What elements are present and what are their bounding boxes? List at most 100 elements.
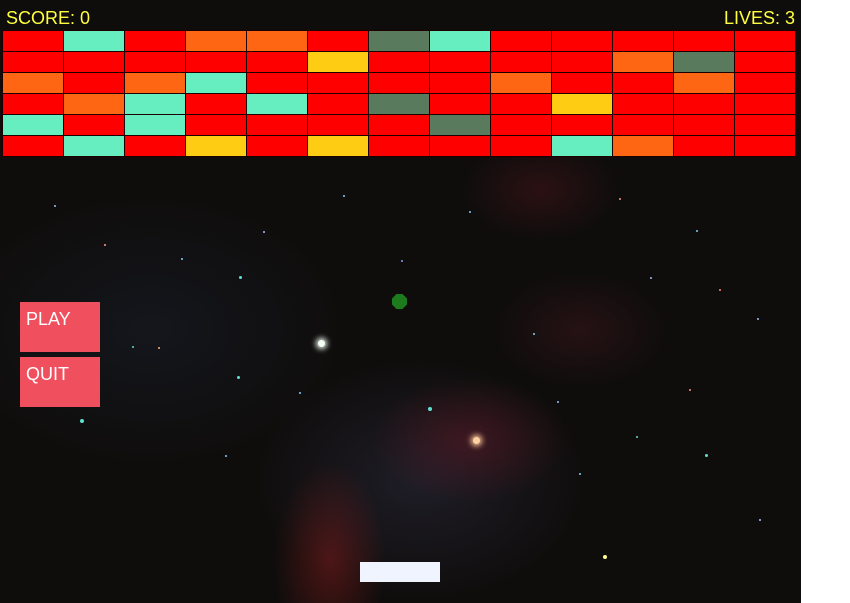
star — [650, 277, 652, 279]
lives-display: LIVES: 3 — [723, 8, 795, 28]
brick — [430, 31, 490, 51]
brick — [369, 73, 429, 93]
brick — [674, 115, 734, 135]
star — [704, 453, 708, 457]
brick — [186, 115, 246, 135]
brick — [186, 52, 246, 72]
brick — [308, 115, 368, 135]
brick — [369, 52, 429, 72]
brick — [491, 73, 551, 93]
brick — [3, 52, 63, 72]
brick — [491, 31, 551, 51]
play-button[interactable]: PLAY — [20, 302, 100, 352]
star — [158, 347, 160, 349]
brick — [125, 94, 185, 114]
brick — [64, 31, 124, 51]
brick — [3, 31, 63, 51]
brick — [308, 136, 368, 156]
brick — [308, 73, 368, 93]
star — [317, 339, 325, 347]
brick — [247, 115, 307, 135]
brick — [552, 115, 612, 135]
star — [636, 436, 638, 438]
star — [759, 519, 761, 521]
star — [299, 392, 301, 394]
brick — [674, 136, 734, 156]
brick — [430, 136, 490, 156]
brick — [491, 136, 551, 156]
brick — [430, 115, 490, 135]
brick — [125, 31, 185, 51]
star — [80, 419, 84, 423]
star — [689, 389, 691, 391]
brick — [674, 73, 734, 93]
brick — [613, 136, 673, 156]
star — [236, 375, 240, 379]
brick — [247, 136, 307, 156]
star — [719, 289, 721, 291]
brick — [552, 94, 612, 114]
brick — [430, 52, 490, 72]
star — [757, 318, 759, 320]
brick — [125, 115, 185, 135]
brick — [247, 52, 307, 72]
brick — [64, 94, 124, 114]
star — [579, 473, 581, 475]
brick-wall — [2, 30, 796, 157]
brick — [674, 31, 734, 51]
star — [428, 407, 432, 411]
brick — [369, 31, 429, 51]
brick — [247, 31, 307, 51]
brick — [369, 94, 429, 114]
brick — [613, 52, 673, 72]
brick — [369, 136, 429, 156]
brick — [125, 52, 185, 72]
brick — [186, 73, 246, 93]
brick — [186, 136, 246, 156]
brick — [674, 52, 734, 72]
star — [343, 195, 345, 197]
brick — [735, 115, 795, 135]
star — [238, 275, 242, 279]
brick — [125, 73, 185, 93]
brick — [3, 94, 63, 114]
brick — [552, 73, 612, 93]
brick — [186, 31, 246, 51]
star — [225, 455, 227, 457]
brick — [308, 31, 368, 51]
brick — [3, 115, 63, 135]
star — [132, 346, 134, 348]
brick — [491, 94, 551, 114]
ball — [392, 294, 407, 309]
brick — [430, 73, 490, 93]
brick — [308, 52, 368, 72]
brick — [491, 115, 551, 135]
brick — [369, 115, 429, 135]
brick — [613, 94, 673, 114]
star — [469, 211, 471, 213]
star — [619, 198, 621, 200]
brick — [735, 31, 795, 51]
brick — [64, 73, 124, 93]
quit-button[interactable]: QUIT — [20, 357, 100, 407]
star — [603, 555, 607, 559]
brick — [735, 136, 795, 156]
brick — [125, 136, 185, 156]
star — [263, 231, 265, 233]
star — [696, 230, 698, 232]
brick — [64, 115, 124, 135]
brick — [186, 94, 246, 114]
brick — [247, 94, 307, 114]
star — [472, 436, 480, 444]
star — [54, 205, 56, 207]
brick — [552, 136, 612, 156]
paddle[interactable] — [360, 562, 440, 582]
star — [533, 333, 535, 335]
star — [104, 244, 106, 246]
brick — [735, 94, 795, 114]
star — [181, 258, 183, 260]
brick — [552, 31, 612, 51]
game-canvas[interactable]: SCORE: 0 LIVES: 3 PLAY QUIT — [0, 0, 801, 603]
brick — [430, 94, 490, 114]
brick — [674, 94, 734, 114]
